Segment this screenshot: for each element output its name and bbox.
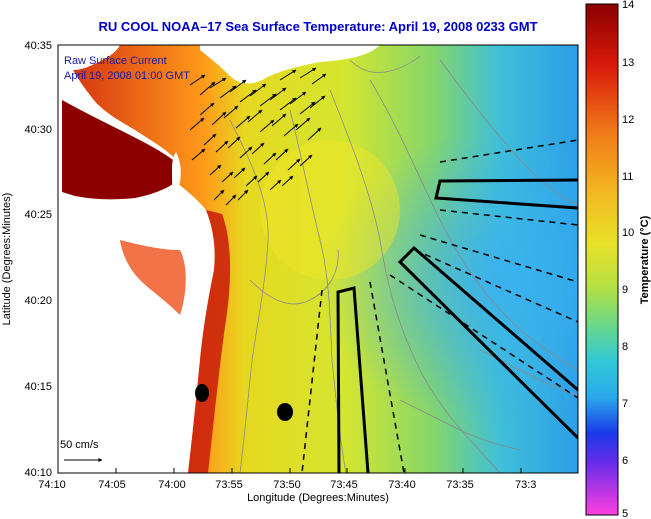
y-tick-0: 40:35	[24, 40, 52, 52]
buoy-marker-2	[277, 403, 293, 421]
coastal-warm-band	[188, 210, 231, 473]
cbar-tick-7: 7	[622, 398, 628, 410]
cbar-tick-5: 5	[622, 508, 628, 519]
cbar-tick-12: 12	[622, 114, 634, 126]
x-tick-1: 74:05	[98, 479, 126, 491]
y-tick-2: 40:25	[24, 209, 52, 221]
cbar-tick-11: 11	[622, 171, 633, 183]
bay-orange	[120, 240, 186, 315]
cbar-tick-10: 10	[622, 227, 634, 239]
y-tick-1: 40:30	[24, 124, 52, 136]
cbar-tick-13: 13	[622, 57, 634, 69]
x-tick-2: 74:00	[158, 479, 186, 491]
x-axis-label: Longitude (Degrees:Minutes)	[247, 492, 389, 504]
x-tick-0: 74:10	[38, 479, 66, 491]
raritan-bay-warm	[62, 100, 176, 200]
land-long-island	[200, 45, 380, 84]
colorbar-label: Temperature (°C)	[639, 215, 651, 304]
x-tick-4: 73:50	[273, 479, 301, 491]
buoy-marker-1	[195, 384, 209, 402]
sandy-hook	[172, 152, 181, 200]
legend-line-2: April 19, 2008 01:00 GMT	[64, 70, 190, 82]
colorbar	[585, 3, 619, 516]
y-tick-5: 40:10	[24, 467, 52, 479]
current-vectors	[189, 67, 327, 206]
y-tick-3: 40:20	[24, 295, 52, 307]
legend-line-1: Raw Surface Current	[64, 55, 167, 67]
cbar-tick-6: 6	[622, 455, 628, 467]
cbar-tick-14: 14	[622, 0, 634, 11]
plot-frame	[57, 44, 579, 474]
y-axis-label: Latitude (Degrees:Minutes)	[1, 193, 13, 326]
y-tick-4: 40:15	[24, 381, 52, 393]
x-tick-6: 73:40	[388, 479, 416, 491]
map-title: RU COOL NOAA–17 Sea Surface Temperature:…	[98, 19, 538, 34]
x-tick-8: 73:3	[515, 479, 536, 491]
x-tick-7: 73:35	[446, 479, 474, 491]
x-tick-marks	[57, 468, 522, 473]
land-staten-island	[58, 45, 120, 71]
x-tick-3: 73:55	[215, 479, 243, 491]
cbar-tick-9: 9	[622, 284, 628, 296]
dashed-tracks	[301, 139, 578, 473]
x-tick-5: 73:45	[330, 479, 358, 491]
box-tracks	[336, 178, 578, 473]
warm-plume	[260, 140, 400, 280]
cbar-tick-8: 8	[622, 341, 628, 353]
colorbar-ticks: 14 13 12 11 10 9 8 7 6 5	[622, 0, 634, 519]
scale-label: 50 cm/s	[60, 439, 99, 451]
